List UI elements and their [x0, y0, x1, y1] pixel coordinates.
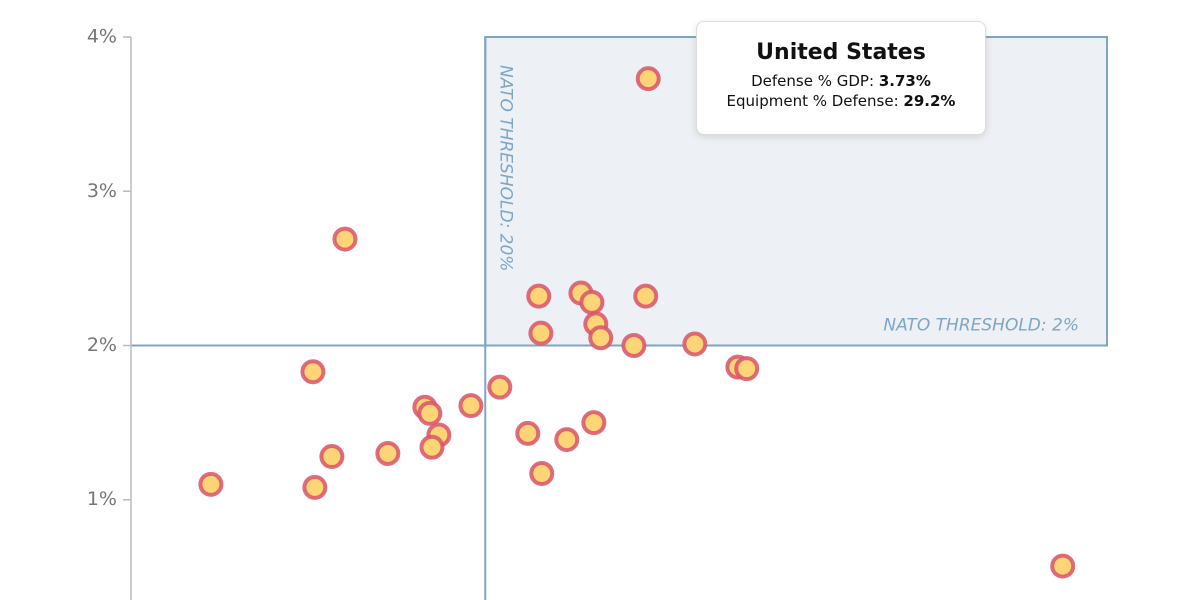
threshold-y-label: NATO THRESHOLD: 2%	[883, 316, 1079, 336]
y-tick-label: 1%	[87, 488, 117, 510]
point	[579, 289, 605, 315]
y-tick-label: 4%	[87, 26, 117, 48]
tooltip-row: Defense % GDP: 3.73%	[697, 71, 985, 91]
point	[515, 420, 541, 446]
y-tick-label: 3%	[87, 180, 117, 202]
point	[375, 440, 401, 466]
point	[554, 427, 580, 453]
tooltip-value: 29.2%	[903, 92, 956, 110]
point	[458, 393, 484, 419]
tooltip: United States Defense % GDP: 3.73% Equip…	[696, 21, 986, 135]
point	[633, 283, 659, 309]
point	[528, 320, 554, 346]
tooltip-label: Equipment % Defense:	[726, 92, 899, 110]
point	[635, 66, 661, 92]
point	[1050, 553, 1076, 579]
tooltip-value: 3.73%	[878, 72, 931, 90]
threshold-x-label: NATO THRESHOLD: 20%	[495, 65, 515, 271]
point	[198, 471, 224, 497]
y-tick-label: 2%	[87, 334, 117, 356]
tooltip-row: Equipment % Defense: 29.2%	[697, 91, 985, 111]
point	[529, 461, 555, 487]
point	[682, 331, 708, 357]
point	[417, 400, 443, 426]
point	[621, 333, 647, 359]
tooltip-label: Defense % GDP:	[751, 72, 875, 90]
point	[588, 325, 614, 351]
tooltip-title: United States	[756, 40, 926, 65]
point	[319, 444, 345, 470]
point	[487, 374, 513, 400]
point	[526, 283, 552, 309]
point	[332, 226, 358, 252]
point	[302, 474, 328, 500]
point	[581, 410, 607, 436]
point	[419, 434, 445, 460]
point	[300, 359, 326, 385]
point	[734, 356, 760, 382]
